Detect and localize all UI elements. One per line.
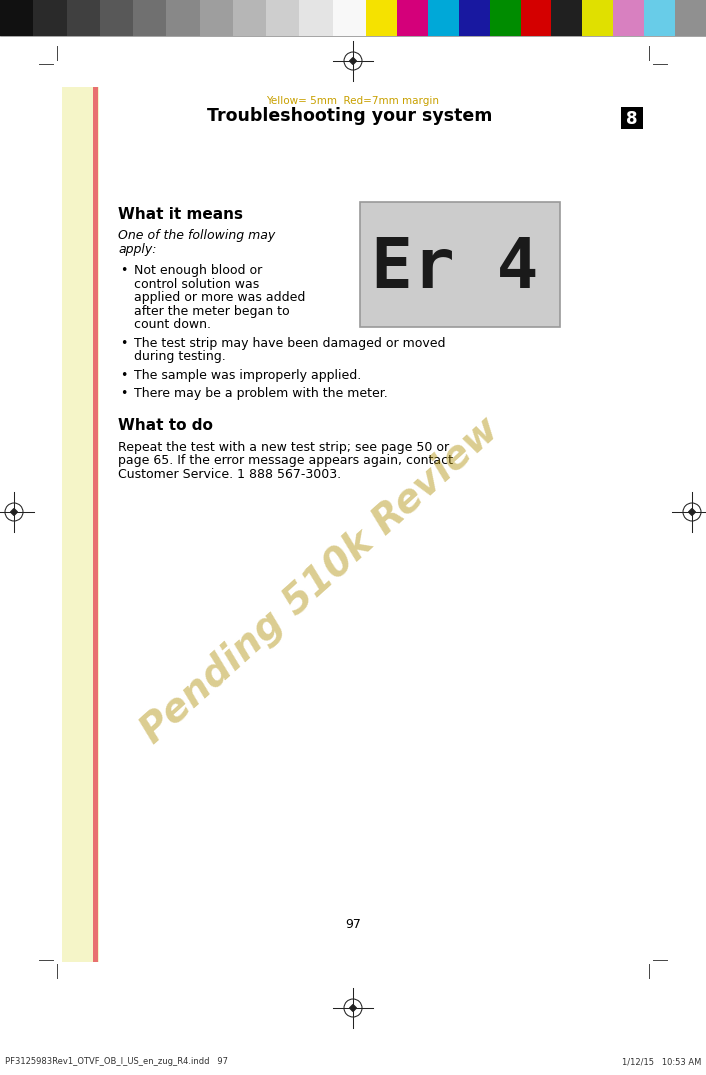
Bar — [490, 0, 521, 35]
Text: What it means: What it means — [118, 207, 243, 223]
Bar — [299, 0, 333, 35]
Bar — [459, 0, 490, 35]
Text: There may be a problem with the meter.: There may be a problem with the meter. — [134, 387, 388, 400]
Bar — [366, 0, 397, 35]
Text: What to do: What to do — [118, 418, 213, 433]
Text: Repeat the test with a new test strip; see page 50 or: Repeat the test with a new test strip; s… — [118, 441, 449, 454]
Polygon shape — [349, 1004, 357, 1012]
Text: The sample was improperly applied.: The sample was improperly applied. — [134, 369, 361, 382]
Text: PF3125983Rev1_OTVF_OB_I_US_en_zug_R4.indd   97: PF3125983Rev1_OTVF_OB_I_US_en_zug_R4.ind… — [5, 1058, 228, 1066]
Text: 1/12/15   10:53 AM: 1/12/15 10:53 AM — [621, 1058, 701, 1066]
Text: applied or more was added: applied or more was added — [134, 291, 306, 304]
Text: Er 4: Er 4 — [371, 235, 539, 302]
Bar — [33, 0, 66, 35]
Bar — [93, 87, 98, 962]
Bar — [582, 0, 614, 35]
Text: page 65. If the error message appears again, contact: page 65. If the error message appears ag… — [118, 454, 453, 467]
Bar — [233, 0, 266, 35]
Text: •: • — [120, 264, 127, 277]
Bar — [333, 0, 366, 35]
Polygon shape — [349, 58, 357, 64]
Text: Pending 510k Review: Pending 510k Review — [133, 410, 506, 750]
Text: Not enough blood or: Not enough blood or — [134, 264, 262, 277]
Bar — [551, 0, 583, 35]
Bar — [62, 87, 644, 962]
Bar — [100, 0, 133, 35]
Text: 8: 8 — [626, 110, 638, 128]
Bar — [133, 0, 167, 35]
Bar — [614, 0, 645, 35]
Bar — [644, 0, 676, 35]
Text: Customer Service. 1 888 567-3003.: Customer Service. 1 888 567-3003. — [118, 468, 341, 481]
Text: One of the following may: One of the following may — [118, 229, 275, 242]
Bar — [621, 108, 643, 129]
Bar — [397, 0, 429, 35]
Text: during testing.: during testing. — [134, 350, 226, 363]
Text: apply:: apply: — [118, 243, 157, 256]
Text: control solution was: control solution was — [134, 277, 259, 290]
Bar — [0, 0, 706, 35]
Text: •: • — [120, 387, 127, 400]
Text: •: • — [120, 369, 127, 382]
Bar — [675, 0, 706, 35]
Bar — [0, 0, 33, 35]
Text: 97: 97 — [345, 918, 361, 931]
Bar — [428, 0, 459, 35]
Polygon shape — [688, 508, 695, 515]
Bar — [167, 0, 200, 35]
Bar — [200, 0, 233, 35]
Text: The test strip may have been damaged or moved: The test strip may have been damaged or … — [134, 336, 445, 349]
Text: Troubleshooting your system: Troubleshooting your system — [208, 108, 493, 125]
Bar — [266, 0, 299, 35]
Text: •: • — [120, 336, 127, 349]
Text: Yellow= 5mm  Red=7mm margin: Yellow= 5mm Red=7mm margin — [266, 96, 440, 106]
Bar — [66, 0, 100, 35]
Polygon shape — [11, 508, 18, 515]
Text: after the meter began to: after the meter began to — [134, 304, 289, 317]
Bar — [360, 202, 560, 327]
Bar — [99, 87, 644, 962]
Text: count down.: count down. — [134, 318, 211, 331]
Bar — [520, 0, 552, 35]
